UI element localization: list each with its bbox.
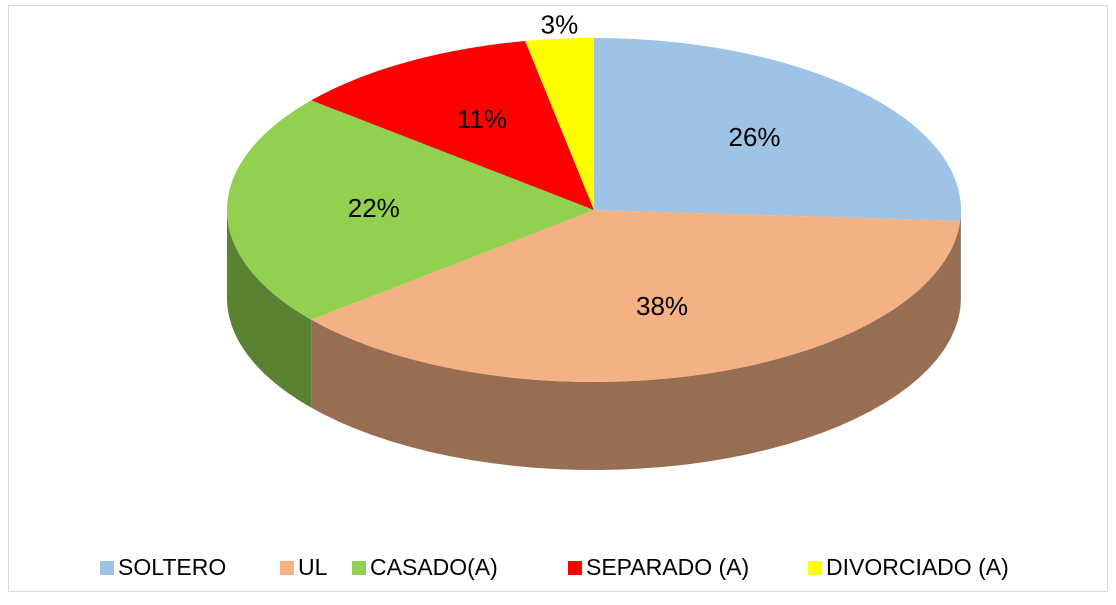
legend-label: SOLTERO: [118, 554, 226, 580]
legend-swatch: [280, 561, 294, 575]
slice-side: [960, 210, 961, 309]
legend-label: CASADO(A): [370, 554, 498, 580]
legend-swatch: [100, 561, 114, 575]
data-label: 11%: [457, 104, 507, 134]
slice-side: [311, 220, 961, 470]
data-label: 38%: [636, 291, 688, 321]
pie-tops: [227, 38, 961, 382]
slice: [227, 100, 594, 320]
slice-side: [227, 210, 312, 408]
data-label: 3%: [541, 10, 579, 40]
pie-sides: [227, 210, 961, 470]
legend-swatch: [352, 561, 366, 575]
slice: [594, 38, 961, 221]
legend: SOLTERO UL CASADO(A) SEPARADO (A) DIVORCIADO…: [100, 554, 1009, 580]
legend-label: DIVORCIADO (A): [826, 554, 1009, 580]
legend-swatch: [568, 561, 582, 575]
data-labels: 26% 38% 22% 11% 3%: [348, 10, 781, 321]
data-label: 22%: [348, 193, 400, 223]
slice: [311, 41, 594, 210]
legend-label: SEPARADO (A): [586, 554, 749, 580]
slice: [525, 38, 594, 210]
legend-label: UL: [298, 554, 328, 580]
data-label: 26%: [728, 122, 780, 152]
slice: [311, 210, 961, 382]
legend-swatch: [808, 561, 822, 575]
